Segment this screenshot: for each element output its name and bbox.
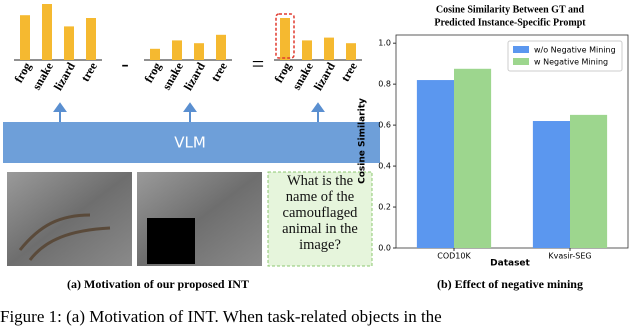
score-label: tree xyxy=(208,59,230,84)
bar xyxy=(532,121,570,248)
figure-caption: Figure 1: (a) Motivation of INT. When ta… xyxy=(0,307,442,326)
score-label: tree xyxy=(338,59,360,84)
x-tick-label: Kvasir-SEG xyxy=(548,252,591,261)
caption-a: (a) Motivation of our proposed INT xyxy=(67,277,249,291)
x-axis-label: Dataset xyxy=(490,259,530,269)
y-tick-label: 0.8 xyxy=(378,80,391,89)
snake xyxy=(18,213,111,261)
mask xyxy=(147,218,195,264)
legend-swatch xyxy=(513,46,529,53)
vlm-block xyxy=(3,122,380,163)
legend-label: w Negative Mining xyxy=(534,58,608,67)
score-bar xyxy=(194,43,204,60)
score-bar xyxy=(324,37,334,60)
score-bar xyxy=(302,40,312,60)
x-tick-label: COD10K xyxy=(437,252,471,261)
minus: - xyxy=(121,51,128,76)
score-bar xyxy=(20,15,30,60)
score-bar xyxy=(280,18,290,60)
score-label: lizard xyxy=(181,60,208,93)
question-text: What is the name of the camouflaged anim… xyxy=(282,173,358,253)
y-tick-label: 0.2 xyxy=(378,203,391,212)
equals: = xyxy=(252,51,264,76)
caption-b: (b) Effect of negative mining xyxy=(437,277,583,291)
score-bar xyxy=(346,43,356,60)
y-tick-label: 0.4 xyxy=(378,162,391,171)
score-bar xyxy=(64,26,74,60)
chart-title: Cosine Similarity Between GT and xyxy=(436,4,585,15)
score-label: lizard xyxy=(51,60,78,93)
chart-subtitle: Predicted Instance-Specific Prompt xyxy=(434,17,586,28)
score-bar xyxy=(42,4,52,60)
legend-swatch xyxy=(513,58,529,65)
legend-label: w/o Negative Mining xyxy=(534,46,616,55)
y-tick-label: 0.0 xyxy=(378,244,391,253)
arrows xyxy=(53,102,325,122)
highlight-box xyxy=(275,13,295,59)
score-label: tree xyxy=(78,59,100,84)
bar xyxy=(454,68,492,248)
score-bar xyxy=(172,40,182,60)
vlm-label: VLM xyxy=(174,134,206,152)
image-original xyxy=(7,172,132,266)
bar xyxy=(570,114,608,248)
score-bar xyxy=(216,34,226,60)
y-tick-label: 1.0 xyxy=(378,39,391,48)
y-axis-label: Cosine Similarity xyxy=(358,98,368,184)
score-bar xyxy=(150,48,160,60)
y-tick-label: 0.6 xyxy=(378,121,391,130)
score-label: lizard xyxy=(311,60,338,93)
bar xyxy=(416,80,454,248)
plot-frame xyxy=(395,34,629,249)
score-bar xyxy=(86,18,96,60)
question-box xyxy=(267,171,373,267)
legend-box xyxy=(507,40,623,72)
